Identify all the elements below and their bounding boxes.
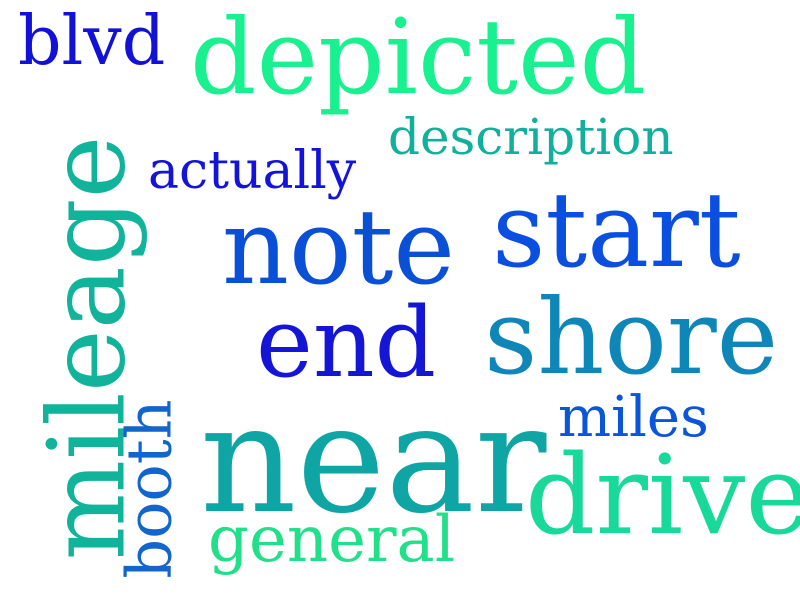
word-start: start <box>492 169 741 291</box>
word-description: description <box>388 108 674 166</box>
word-end: end <box>256 287 437 399</box>
word-near: near <box>200 373 547 547</box>
word-blvd: blvd <box>18 2 166 81</box>
word-shore: shore <box>484 276 779 398</box>
word-general: general <box>208 503 456 577</box>
word-miles: miles <box>558 385 709 450</box>
word-booth: booth <box>112 399 186 579</box>
word-depicted: depicted <box>190 0 647 118</box>
word-actually: actually <box>148 141 357 201</box>
word-drive: drive <box>525 431 800 559</box>
word-note: note <box>222 186 455 308</box>
